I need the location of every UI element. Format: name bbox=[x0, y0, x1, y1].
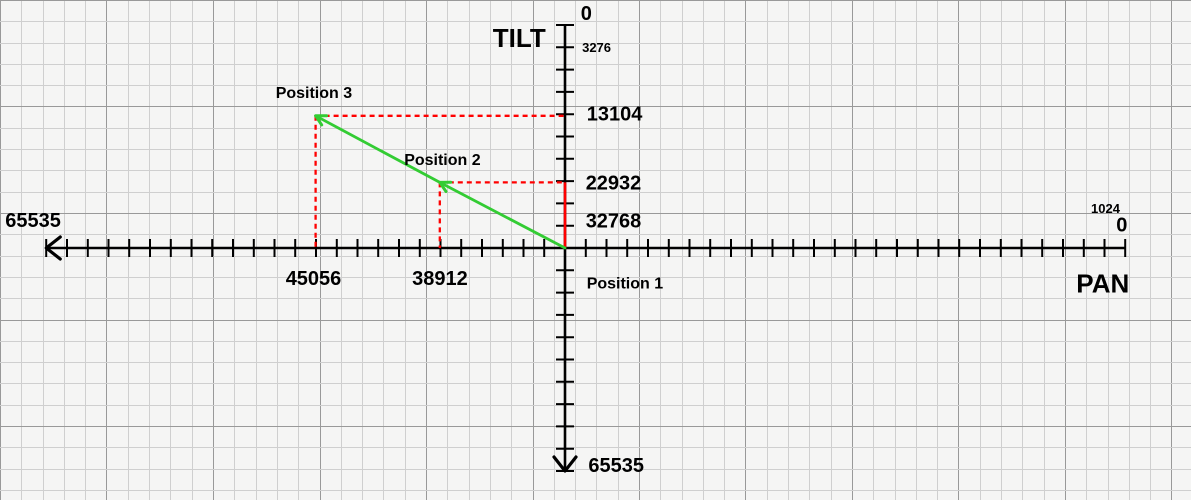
svg-text:22932: 22932 bbox=[586, 173, 642, 195]
svg-text:Position 2: Position 2 bbox=[404, 152, 481, 169]
svg-text:65535: 65535 bbox=[5, 210, 61, 232]
svg-text:45056: 45056 bbox=[286, 268, 342, 290]
svg-text:Position 3: Position 3 bbox=[276, 85, 353, 102]
svg-text:PAN: PAN bbox=[1076, 269, 1129, 299]
svg-text:3276: 3276 bbox=[582, 40, 611, 55]
svg-text:65535: 65535 bbox=[588, 455, 644, 477]
svg-text:38912: 38912 bbox=[412, 268, 468, 290]
svg-text:Position 1: Position 1 bbox=[587, 276, 664, 293]
svg-text:0: 0 bbox=[1116, 215, 1127, 237]
svg-text:TILT: TILT bbox=[493, 23, 546, 53]
svg-text:32768: 32768 bbox=[586, 210, 642, 232]
svg-text:13104: 13104 bbox=[587, 104, 643, 126]
svg-text:0: 0 bbox=[581, 3, 592, 25]
